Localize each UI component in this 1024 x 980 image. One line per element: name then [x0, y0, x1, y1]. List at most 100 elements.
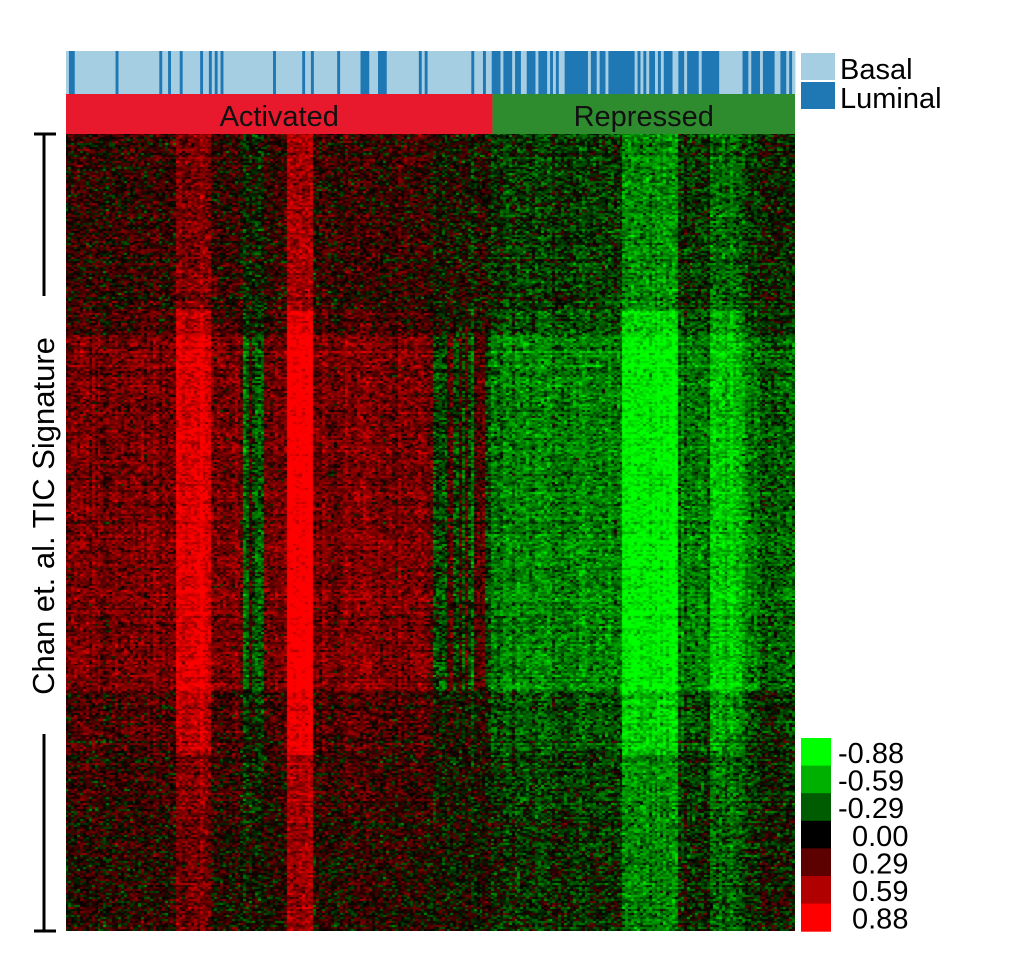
subtype-cell [273, 51, 277, 94]
subtype-cell [395, 51, 399, 94]
subtype-cell [89, 51, 93, 94]
colorbar-swatch [801, 876, 831, 905]
subtype-cell [284, 51, 289, 94]
subtype-cell [751, 51, 755, 94]
subtype-cell [308, 51, 312, 94]
subtype-cell [582, 51, 586, 94]
subtype-cell [249, 51, 254, 94]
subtype-cell [278, 51, 283, 94]
subtype-cell [777, 51, 781, 94]
subtype-cell [465, 51, 469, 94]
subtype-cell [617, 51, 621, 94]
subtype-cell [340, 51, 344, 94]
subtype-annotation-bar [66, 51, 796, 94]
subtype-cell [156, 51, 160, 94]
subtype-cell [655, 51, 659, 94]
heatmap-matrix [66, 134, 795, 931]
subtype-cell [611, 51, 615, 94]
subtype-cell [450, 51, 455, 94]
legend-swatch-luminal [801, 82, 835, 109]
subtype-cell [599, 51, 603, 94]
subtype-cell [727, 51, 732, 94]
subtype-cell [275, 51, 280, 94]
subtype-cell [127, 51, 131, 94]
subtype-cell [86, 51, 90, 94]
subtype-cell [334, 51, 338, 94]
subtype-cell [392, 51, 396, 94]
colorbar-tick-label: 0.59 [852, 876, 908, 908]
subtype-cell [165, 51, 169, 94]
subtype-cell [678, 51, 682, 94]
subtype-cell [296, 51, 300, 94]
colorbar-tick-label: 0.29 [852, 848, 908, 880]
subtype-cell [229, 51, 233, 94]
subtype-cell [345, 51, 350, 94]
subtype-cell [331, 51, 335, 94]
subtype-cell [742, 51, 746, 94]
subtype-cell [375, 51, 379, 94]
subtype-cell [517, 51, 522, 94]
subtype-cell [526, 51, 531, 94]
subtype-cell [348, 51, 353, 94]
subtype-cell [500, 51, 504, 94]
subtype-cell [552, 51, 557, 94]
subtype-cell [281, 51, 286, 94]
subtype-cell [602, 51, 606, 94]
subtype-cell [547, 51, 551, 94]
subtype-cell [646, 51, 650, 94]
subtype-cell [238, 51, 242, 94]
subtype-cell [442, 51, 446, 94]
subtype-cell [722, 51, 726, 94]
subtype-cell [159, 51, 163, 94]
subtype-cell [462, 51, 466, 94]
subtype-cell [771, 51, 775, 94]
subtype-cell [494, 51, 498, 94]
colorbar-swatch [801, 820, 831, 849]
subtype-cell [497, 51, 501, 94]
colorbar-tick-label: 0.88 [852, 904, 908, 936]
subtype-cell [182, 51, 186, 94]
subtype-cell [716, 51, 720, 94]
subtype-cell [118, 51, 122, 94]
subtype-cell [713, 51, 717, 94]
group-bar-repressed [492, 94, 795, 134]
subtype-cell [369, 51, 373, 94]
subtype-cell [343, 51, 347, 94]
subtype-cell [191, 51, 195, 94]
subtype-cell [649, 51, 653, 94]
subtype-cell [372, 51, 376, 94]
subtype-cell [719, 51, 723, 94]
subtype-cell [459, 51, 463, 94]
subtype-cell [765, 51, 770, 94]
subtype-cell [760, 51, 764, 94]
subtype-cell [226, 51, 230, 94]
subtype-cell [240, 51, 245, 94]
colorbar-swatch [801, 765, 831, 794]
subtype-cell [768, 51, 773, 94]
subtype-cell [643, 51, 647, 94]
subtype-cell [98, 51, 102, 94]
subtype-cell [596, 51, 601, 94]
subtype-cell [380, 51, 385, 94]
subtype-cell [620, 51, 624, 94]
subtype-cell [305, 51, 309, 94]
subtype-cell [561, 51, 566, 94]
subtype-cell [669, 51, 673, 94]
subtype-cell [424, 51, 428, 94]
subtype-cell [185, 51, 189, 94]
subtype-cell [389, 51, 393, 94]
subtype-cell [95, 51, 99, 94]
subtype-cell [503, 51, 507, 94]
subtype-cell [523, 51, 528, 94]
subtype-cell [121, 51, 125, 94]
subtype-cell [512, 51, 516, 94]
subtype-cell [319, 51, 324, 94]
subtype-cell [106, 51, 111, 94]
subtype-cell [290, 51, 294, 94]
subtype-cell [83, 51, 87, 94]
subtype-cell [313, 51, 318, 94]
subtype-cell [488, 51, 493, 94]
subtype-cell [302, 51, 306, 94]
subtype-cell [205, 51, 210, 94]
